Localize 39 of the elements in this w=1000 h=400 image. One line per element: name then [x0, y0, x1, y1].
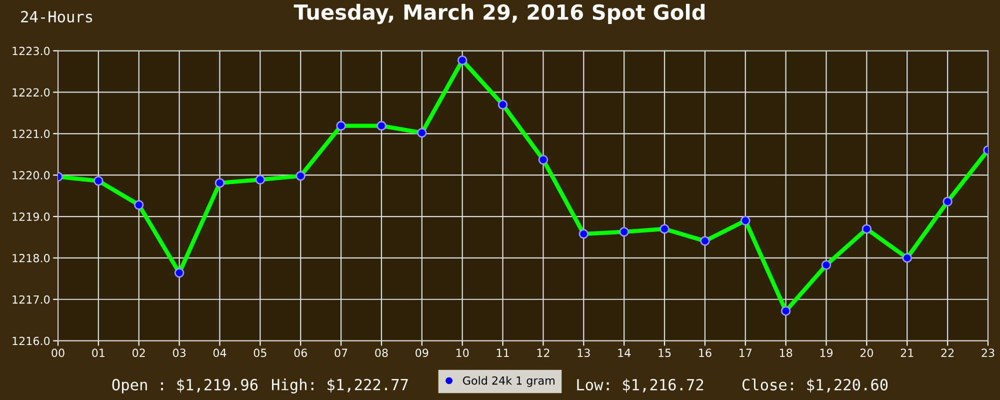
- chart-title: Tuesday, March 29, 2016 Spot Gold: [294, 4, 705, 24]
- x-tick-label: 22: [941, 348, 954, 357]
- x-tick-label: 00: [52, 348, 64, 358]
- x-tick-label: 08: [375, 348, 388, 358]
- y-tick-label: 1221.0: [12, 130, 50, 138]
- x-tick-label: 15: [658, 348, 671, 358]
- y-tick-label: 1219.0: [12, 212, 50, 221]
- x-tick-label: 12: [537, 348, 550, 357]
- x-tick-label: 21: [900, 348, 914, 357]
- x-tick-label: 04: [213, 348, 226, 358]
- x-tick-label: 23: [982, 348, 994, 358]
- y-tick-label: 1220.0: [12, 171, 50, 180]
- y-tick-label: 1218.0: [12, 254, 50, 262]
- x-tick-label: 02: [132, 348, 145, 358]
- x-tick-label: 03: [172, 348, 186, 358]
- x-tick-label: 18: [780, 348, 792, 358]
- text: High: $1,222.77: [272, 378, 408, 394]
- text: Close: $1,220.60: [742, 378, 888, 393]
- x-tick-label: 19: [820, 348, 833, 358]
- y-tick-label: 1222.0: [12, 88, 50, 97]
- x-tick-label: 05: [254, 348, 266, 358]
- x-tick-label: 11: [496, 348, 509, 357]
- x-tick-label: 20: [860, 348, 874, 358]
- y-tick-label: 1216.0: [12, 336, 50, 346]
- x-tick-label: 17: [740, 348, 752, 357]
- x-tick-label: 09: [416, 348, 428, 358]
- x-tick-label: 07: [334, 348, 348, 358]
- x-tick-label: 01: [92, 348, 104, 358]
- x-tick-label: 14: [618, 348, 631, 357]
- x-tick-label: 10: [456, 348, 469, 358]
- text: Low: $1,216.72: [577, 378, 704, 393]
- y-tick-label: 1217.0: [12, 295, 50, 304]
- text: 24-Hours: [21, 10, 92, 22]
- x-tick-label: 06: [294, 348, 307, 358]
- text: Open : $1,219.96: [112, 378, 258, 394]
- x-tick-label: 13: [578, 348, 590, 358]
- legend-label: Gold 24k 1 gram: [462, 376, 554, 387]
- y-tick-label: 1223.0: [12, 46, 50, 56]
- x-tick-label: 16: [699, 348, 712, 358]
